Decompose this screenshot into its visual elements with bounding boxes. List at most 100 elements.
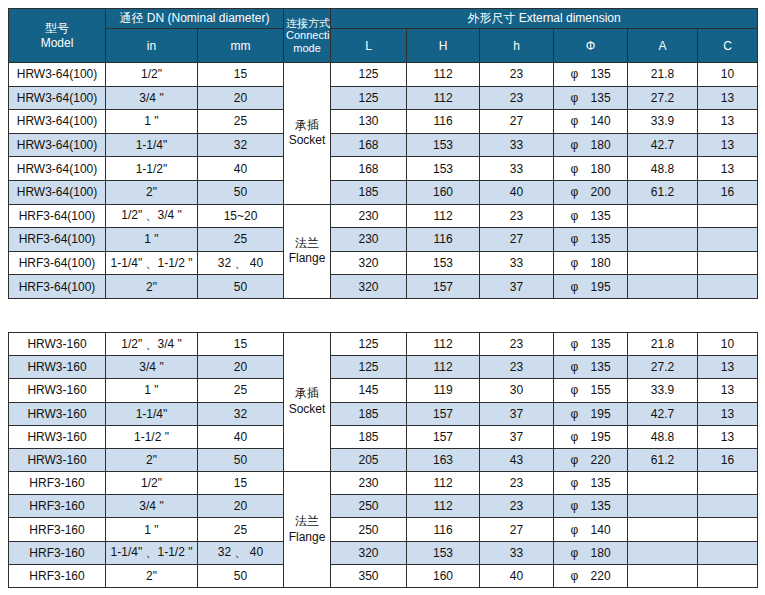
cell-L: 125: [331, 86, 407, 110]
cell-C: [698, 541, 758, 564]
cell-phi: φ 195: [554, 425, 628, 448]
cell-A: 61.2: [628, 180, 698, 204]
cell-in: 1-1/2 ": [106, 425, 198, 448]
flange-label-en: Flange: [286, 251, 328, 267]
cell-H: 112: [407, 332, 480, 355]
cell-h: 33: [480, 541, 554, 564]
cell-L: 185: [331, 180, 407, 204]
cell-A: [628, 518, 698, 541]
cell-model: HRW3-160: [9, 448, 106, 471]
cell-H: 112: [407, 472, 480, 495]
cell-A: [628, 472, 698, 495]
cell-H: 163: [407, 448, 480, 471]
cell-h: 23: [480, 356, 554, 379]
table-row: HRW3-64(100) 1 " 25 130 116 27 φ 140 33.…: [9, 110, 758, 134]
header-external-dimension: 外形尺寸 External dimension: [331, 9, 758, 29]
cell-mm: 25: [198, 379, 284, 402]
cell-H: 153: [407, 541, 480, 564]
cell-model: HRW3-64(100): [9, 180, 106, 204]
cell-L: 125: [331, 63, 407, 87]
cell-mm: 20: [198, 356, 284, 379]
cell-L: 168: [331, 157, 407, 181]
cell-A: 21.8: [628, 63, 698, 87]
cell-in: 1-1/4": [106, 133, 198, 157]
table-row: HRW3-64(100) 1/2" 15 承插Socket 125 112 23…: [9, 63, 758, 87]
cell-mm: 20: [198, 495, 284, 518]
cell-A: [628, 564, 698, 587]
cell-mm: 25: [198, 110, 284, 134]
cell-model: HRW3-64(100): [9, 86, 106, 110]
cell-phi: φ 135: [554, 356, 628, 379]
cell-model: HRW3-160: [9, 379, 106, 402]
cell-L: 168: [331, 133, 407, 157]
cell-C: [698, 228, 758, 252]
cell-in: 1-1/4": [106, 402, 198, 425]
cell-H: 160: [407, 180, 480, 204]
cell-L: 320: [331, 251, 407, 275]
header-col-phi: Φ: [554, 29, 628, 63]
cell-h: 37: [480, 425, 554, 448]
table-row: HRF3-64(100) 1-1/4" 、1-1/2 " 32 、 40 320…: [9, 251, 758, 275]
cell-mm: 15: [198, 472, 284, 495]
cell-C: 13: [698, 356, 758, 379]
table-row: HRF3-160 1-1/4" 、1-1/2 " 32 、 40 320 153…: [9, 541, 758, 564]
cell-A: [628, 541, 698, 564]
cell-model: HRF3-64(100): [9, 251, 106, 275]
table-row: HRW3-160 1 " 25 145 119 30 φ 155 33.9 13: [9, 379, 758, 402]
cell-model: HRW3-160: [9, 332, 106, 355]
cell-H: 112: [407, 495, 480, 518]
cell-phi: φ 135: [554, 228, 628, 252]
cell-C: [698, 204, 758, 228]
cell-h: 37: [480, 275, 554, 299]
cell-A: [628, 495, 698, 518]
cell-phi: φ 135: [554, 472, 628, 495]
cell-H: 153: [407, 133, 480, 157]
socket-label-cn: 承插: [286, 118, 328, 134]
cell-in: 1-1/2": [106, 157, 198, 181]
cell-phi: φ 180: [554, 541, 628, 564]
cell-connection-socket: 承插Socket: [284, 332, 331, 471]
cell-phi: φ 195: [554, 275, 628, 299]
cell-h: 33: [480, 251, 554, 275]
cell-model: HRF3-160: [9, 541, 106, 564]
cell-phi: φ 180: [554, 133, 628, 157]
header-col-H: H: [407, 29, 480, 63]
cell-C: 13: [698, 402, 758, 425]
cell-in: 1/2" 、3/4 ": [106, 332, 198, 355]
table-header: 型号Model 通径 DN (Nominal diameter) 连接方式Con…: [9, 9, 758, 63]
cell-h: 23: [480, 63, 554, 87]
cell-h: 23: [480, 332, 554, 355]
table-row: HRF3-64(100) 2" 50 320 157 37 φ 195: [9, 275, 758, 299]
cell-in: 2": [106, 275, 198, 299]
table-row: HRW3-64(100) 1-1/4" 32 168 153 33 φ 180 …: [9, 133, 758, 157]
cell-L: 320: [331, 541, 407, 564]
cell-A: 42.7: [628, 133, 698, 157]
table-row: HRF3-64(100) 1/2" 、3/4 " 15~20 法兰Flange …: [9, 204, 758, 228]
cell-h: 30: [480, 379, 554, 402]
cell-in: 1/2": [106, 63, 198, 87]
header-conn-en1: Connection: [286, 29, 328, 42]
cell-L: 205: [331, 448, 407, 471]
cell-model: HRF3-160: [9, 495, 106, 518]
cell-L: 130: [331, 110, 407, 134]
cell-C: 13: [698, 157, 758, 181]
cell-A: [628, 251, 698, 275]
cell-mm: 50: [198, 180, 284, 204]
table-row: HRW3-160 3/4 " 20 125 112 23 φ 135 27.2 …: [9, 356, 758, 379]
cell-H: 153: [407, 251, 480, 275]
cell-H: 157: [407, 425, 480, 448]
table-row: HRW3-160 1-1/2 " 40 185 157 37 φ 195 48.…: [9, 425, 758, 448]
table-row: HRW3-64(100) 2" 50 185 160 40 φ 200 61.2…: [9, 180, 758, 204]
cell-mm: 25: [198, 518, 284, 541]
cell-model: HRW3-160: [9, 425, 106, 448]
cell-connection-socket: 承插Socket: [284, 63, 331, 205]
cell-phi: φ 135: [554, 63, 628, 87]
cell-phi: φ 195: [554, 402, 628, 425]
cell-L: 230: [331, 472, 407, 495]
cell-L: 230: [331, 204, 407, 228]
cell-A: 48.8: [628, 425, 698, 448]
cell-model: HRW3-160: [9, 402, 106, 425]
cell-in: 1/2": [106, 472, 198, 495]
cell-mm: 32 、 40: [198, 251, 284, 275]
cell-mm: 32: [198, 133, 284, 157]
